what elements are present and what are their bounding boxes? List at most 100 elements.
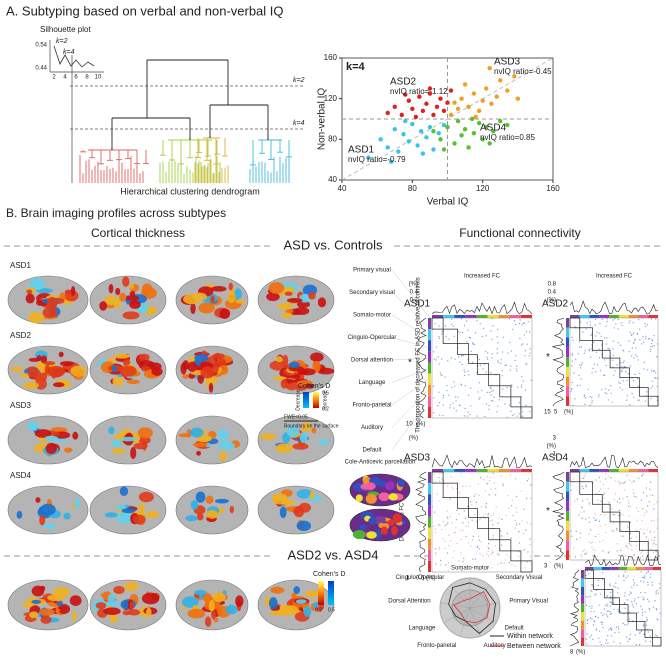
matrix-cell: [433, 385, 435, 387]
matrix-cell: [451, 386, 453, 388]
matrix-cell: [432, 525, 435, 527]
matrix-cell: [590, 634, 593, 636]
matrix-cell: [633, 396, 635, 399]
point: [471, 91, 477, 96]
cluster-blob: [270, 586, 285, 594]
matrix-cell: [659, 587, 661, 589]
matrix-cell: [629, 506, 632, 508]
matrix-cell: [650, 573, 652, 575]
cluster-blob: [271, 493, 288, 505]
cluster-blob: [210, 294, 215, 304]
network-block: [431, 471, 444, 484]
network-block: [601, 349, 611, 359]
cluster-blob: [40, 615, 52, 624]
matrix-cell: [479, 397, 481, 399]
matrix-cell: [613, 529, 616, 532]
matrix-cell: [571, 388, 573, 390]
matrix-cell: [588, 348, 590, 351]
inset-label: k=2: [56, 38, 68, 45]
matrix-cell: [636, 356, 638, 358]
matrix-cell: [487, 543, 490, 545]
matrix-cell: [484, 512, 486, 515]
matrix-cell: [463, 324, 466, 326]
network-bar: [566, 376, 569, 387]
matrix-cell: [497, 553, 499, 555]
matrix-cell: [453, 407, 455, 409]
matrix-cell: [496, 352, 498, 354]
cluster-blob: [113, 353, 130, 359]
matrix-cell: [613, 498, 615, 501]
colorbar-tick: 0.5: [328, 607, 335, 613]
matrix-cell: [589, 324, 592, 326]
matrix-cell: [597, 616, 599, 618]
matrix-cell: [489, 477, 491, 479]
matrix-cell: [617, 628, 620, 630]
matrix-cell: [511, 504, 513, 507]
parcel: [359, 524, 367, 531]
matrix-cell: [631, 481, 633, 484]
matrix-cell: [620, 483, 622, 485]
matrix-cell: [455, 519, 458, 521]
matrix-cell: [515, 355, 517, 357]
cluster-blob: [40, 503, 56, 516]
matrix-cell: [438, 402, 441, 404]
matrix-cell: [512, 515, 514, 517]
matrix-cell: [639, 591, 642, 594]
matrix-cell: [628, 618, 631, 620]
cluster-blob: [208, 600, 215, 612]
matrix-cell: [511, 563, 513, 566]
matrix-cell: [640, 630, 643, 632]
matrix-cell: [610, 392, 612, 394]
matrix-cell: [642, 492, 645, 494]
matrix-cell: [492, 400, 494, 402]
matrix-cell: [497, 563, 499, 565]
matrix-cell: [607, 605, 609, 607]
cluster-blob: [109, 612, 118, 624]
matrix-cell: [447, 360, 449, 362]
matrix-cell: [476, 415, 478, 417]
cluster-blob: [123, 358, 131, 367]
cluster-blob: [288, 361, 300, 369]
matrix-cell: [605, 531, 607, 534]
matrix-cell: [505, 364, 507, 366]
matrix-cell: [492, 472, 494, 474]
matrix-cell: [530, 484, 532, 486]
network-block: [468, 354, 478, 364]
matrix-cell: [464, 385, 466, 387]
matrix-cell: [578, 341, 581, 343]
matrix-cell: [645, 325, 647, 327]
matrix-cell: [594, 513, 596, 516]
matrix-cell: [635, 354, 637, 356]
matrix-cell: [639, 632, 641, 634]
matrix-cell: [589, 356, 592, 358]
matrix-cell: [495, 487, 497, 490]
network-bar: [593, 567, 602, 570]
matrix-cell: [601, 389, 603, 391]
network-bar: [566, 366, 569, 377]
matrix-cell: [444, 524, 446, 527]
matrix-cell: [500, 362, 502, 365]
matrix-cell: [612, 513, 614, 515]
matrix-cell: [635, 507, 638, 509]
matrix-cell: [607, 487, 609, 490]
network-bar: [652, 567, 661, 570]
matrix-cell: [645, 509, 648, 512]
cluster-blob: [192, 292, 208, 301]
matrix-cell: [515, 495, 518, 498]
matrix-cell: [591, 584, 593, 586]
matrix-cell: [623, 481, 625, 483]
matrix-cell: [586, 570, 589, 572]
radar-label: Primary Visual: [509, 599, 548, 605]
matrix-cell: [586, 633, 588, 635]
matrix-cell: [599, 481, 601, 483]
matrix-cell: [587, 573, 590, 575]
cluster-blob: [182, 374, 190, 379]
matrix-cell: [604, 478, 607, 480]
cluster-blob: [120, 436, 137, 442]
matrix-cell: [491, 338, 493, 340]
matrix-cell: [489, 386, 491, 389]
matrix-cell: [479, 518, 481, 521]
matrix-cell: [648, 600, 650, 603]
matrix-cell: [650, 346, 652, 348]
matrix-cell: [626, 545, 628, 548]
